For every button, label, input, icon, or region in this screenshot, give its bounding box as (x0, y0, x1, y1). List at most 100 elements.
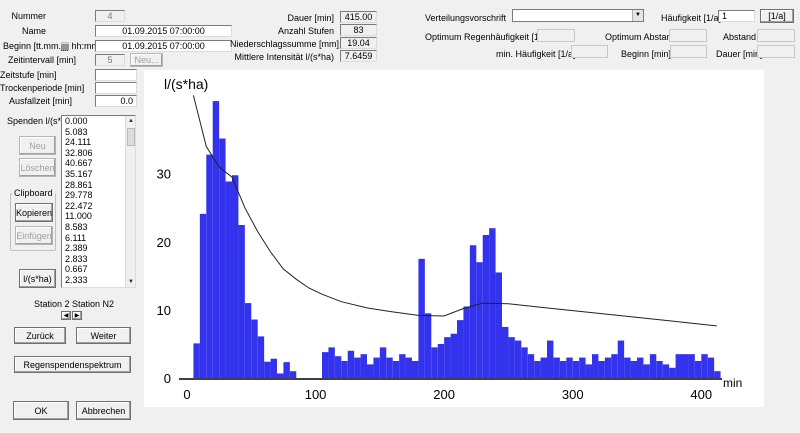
list-item[interactable]: 22.472 (65, 200, 93, 211)
dauer-right-field[interactable] (757, 45, 795, 58)
bar (508, 337, 515, 378)
bar (469, 245, 477, 378)
x-tick-label: 200 (433, 387, 455, 402)
bar (547, 340, 554, 378)
ausfallzeit-field[interactable]: 0.0 (95, 95, 137, 107)
bar (424, 313, 432, 378)
bar (534, 360, 541, 378)
bar (482, 235, 490, 378)
bar (592, 354, 599, 378)
verteilung-dropdown[interactable]: ▼ (512, 9, 644, 22)
bar (367, 364, 374, 378)
loeschen-button[interactable]: Löschen (19, 158, 56, 177)
bar (688, 354, 695, 378)
opt-abstand-field[interactable] (669, 29, 707, 42)
list-item[interactable]: 32.806 (65, 147, 93, 158)
bar (270, 358, 277, 378)
bar (521, 347, 528, 378)
bar (238, 224, 245, 378)
station-next-icon[interactable]: ▶ (72, 311, 82, 320)
einfuegen-button[interactable]: Einfügen (15, 226, 53, 245)
list-item[interactable]: 0.667 (65, 264, 88, 275)
regenspendenspektrum-button[interactable]: Regenspendenspektrum (14, 356, 131, 373)
list-item[interactable]: 2.389 (65, 243, 88, 254)
haeufigkeit-label: Häufigkeit [1/a] (661, 13, 722, 23)
bar (431, 347, 438, 378)
station-prev-icon[interactable]: ◀ (61, 311, 71, 320)
beginn-right-label: Beginn [min] (621, 49, 672, 59)
beginn-field[interactable]: 01.09.2015 07:00:00 (95, 40, 232, 52)
bar (251, 319, 258, 378)
opt-regen-field[interactable] (537, 29, 575, 42)
bar (444, 337, 451, 378)
scroll-down-icon[interactable]: ▼ (128, 279, 134, 285)
clipboard-label: Clipboard (12, 188, 55, 198)
zeitintervall-label: Zeitintervall [min] (7, 55, 76, 65)
list-item[interactable]: 29.778 (65, 190, 93, 201)
bar (199, 213, 207, 378)
niederschlag-field: 19.04 (340, 37, 377, 49)
ok-button[interactable]: OK (13, 401, 69, 420)
haeufigkeit-field[interactable]: 1 (718, 10, 755, 22)
spenden-listbox[interactable]: 0.000 5.083 24.111 32.806 40.667 35.167 28.861… (61, 115, 136, 288)
bar (347, 350, 355, 378)
y-tick-label: 30 (157, 167, 171, 182)
bar (354, 357, 361, 378)
neu-button[interactable]: Neu (19, 136, 56, 155)
station-label: Station 2 Station N2 (34, 299, 115, 309)
bar (540, 357, 547, 378)
nummer-label: Nummer (11, 11, 46, 21)
list-item[interactable]: 8.583 (65, 221, 88, 232)
weiter-button[interactable]: Weiter (76, 327, 131, 344)
trockenperiode-field[interactable] (95, 82, 137, 94)
abstand-label: Abstand (723, 32, 757, 42)
bar (283, 362, 290, 378)
list-item[interactable]: 40.667 (65, 158, 93, 169)
chart-panel: 0 100 200 300 400 0 10 20 30 l/(s*ha) min (144, 70, 764, 407)
bar (553, 357, 560, 378)
list-item[interactable]: 24.111 (65, 137, 92, 148)
spenden-scrollbar[interactable]: ▲ ▼ (125, 116, 135, 287)
list-item[interactable]: 2.333 (65, 274, 88, 285)
bar (225, 181, 232, 378)
bar (656, 360, 663, 378)
list-item[interactable]: 28.861 (65, 179, 93, 190)
bar (412, 360, 419, 378)
list-item[interactable]: 5.083 (65, 126, 88, 137)
unit-button[interactable]: l/(s*ha) (19, 269, 56, 288)
chevron-down-icon[interactable]: ▼ (632, 10, 643, 21)
zurueck-button[interactable]: Zurück (14, 327, 66, 344)
min-haeuf-field[interactable] (571, 45, 608, 58)
zeitstufe-field[interactable] (95, 69, 137, 81)
bar (328, 347, 335, 378)
list-item[interactable]: 1.000 (62, 286, 135, 288)
zeitintervall-new-button[interactable]: Neu... (130, 53, 163, 67)
bar (617, 340, 625, 378)
list-item[interactable]: 35.167 (65, 168, 93, 179)
bar (707, 357, 715, 378)
bar (289, 371, 297, 378)
bar (643, 364, 650, 378)
list-item[interactable]: 2.833 (65, 253, 88, 264)
kopieren-button[interactable]: Kopieren (15, 203, 53, 222)
bar (585, 364, 592, 378)
bar (219, 138, 226, 378)
scroll-thumb[interactable] (127, 128, 135, 146)
name-field[interactable]: 01.09.2015 07:00:00 (95, 25, 232, 37)
bar (637, 357, 644, 378)
verteilung-label: Verteilungsvorschrift (425, 13, 507, 23)
bar (476, 262, 483, 378)
min-haeuf-label: min. Häufigkeit [1/a] (496, 49, 576, 59)
beginn-right-field[interactable] (670, 45, 707, 58)
opt-regen-label: Optimum Regenhäufigkeit [1/a] (425, 32, 550, 42)
haeufigkeit-unit-button[interactable]: [1/a] (760, 9, 794, 23)
bar (675, 354, 682, 378)
list-item[interactable]: 6.111 (65, 232, 87, 243)
abstand-field[interactable] (757, 29, 795, 42)
scroll-up-icon[interactable]: ▲ (128, 118, 134, 124)
abbrechen-button[interactable]: Abbrechen (76, 401, 131, 420)
x-axis-label: min (723, 376, 742, 390)
list-item[interactable]: 0.000 (65, 116, 88, 126)
bar (662, 364, 670, 378)
list-item[interactable]: 11.000 (65, 211, 92, 222)
